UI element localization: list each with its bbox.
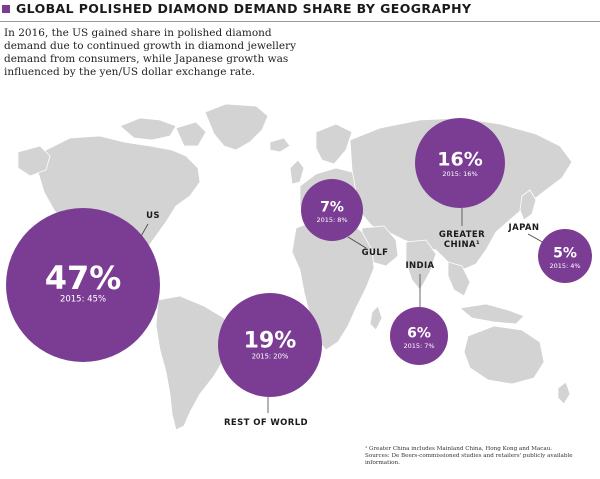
bubble-us bbox=[6, 208, 160, 362]
bubble-japan bbox=[538, 229, 592, 283]
land-southeast-asia bbox=[447, 261, 471, 297]
chart-title: GLOBAL POLISHED DIAMOND DEMAND SHARE BY … bbox=[16, 1, 472, 16]
footnote-line-2: Sources: De Beers-commissioned studies a… bbox=[365, 453, 573, 466]
title-marker bbox=[2, 5, 10, 13]
share-2016-india: 6% bbox=[407, 326, 431, 342]
land-japan bbox=[519, 189, 537, 221]
land-alaska bbox=[17, 145, 51, 177]
share-2015-us: 2015: 45% bbox=[60, 294, 106, 304]
land-australia bbox=[463, 325, 545, 385]
region-label-greater-china-2: CHINA¹ bbox=[444, 240, 480, 250]
land-new-zealand bbox=[557, 381, 571, 405]
bubble-india bbox=[390, 307, 448, 365]
share-2015-rest-of-world: 2015: 20% bbox=[252, 352, 289, 360]
land-india bbox=[405, 239, 437, 291]
region-label-india: INDIA bbox=[405, 261, 434, 271]
region-label-japan: JAPAN bbox=[508, 223, 540, 233]
share-2015-greater-china: 2015: 16% bbox=[442, 170, 477, 178]
share-2015-gulf: 2015: 8% bbox=[316, 216, 347, 224]
title-bar: GLOBAL POLISHED DIAMOND DEMAND SHARE BY … bbox=[0, 0, 600, 20]
share-2016-rest-of-world: 19% bbox=[244, 329, 297, 354]
region-label-us: US bbox=[146, 211, 160, 221]
footnote: ¹ Greater China includes Mainland China,… bbox=[365, 446, 595, 467]
land-uk bbox=[289, 159, 305, 185]
bubble-layer: 47%2015: 45% US 19%2015: 20% REST OF WORLD 7… bbox=[6, 118, 592, 428]
share-2016-us: 47% bbox=[45, 259, 122, 297]
bubble-greater-china bbox=[415, 118, 505, 208]
footnote-line-1: ¹ Greater China includes Mainland China,… bbox=[365, 446, 553, 452]
region-label-gulf: GULF bbox=[362, 248, 389, 258]
share-2015-japan: 2015: 4% bbox=[549, 262, 580, 270]
share-2016-greater-china: 16% bbox=[437, 148, 482, 170]
bubble-gulf bbox=[301, 179, 363, 241]
land-scandinavia bbox=[315, 123, 353, 165]
land-arctic-islands-2 bbox=[175, 121, 207, 147]
land-greenland bbox=[204, 103, 269, 151]
title-divider bbox=[0, 21, 600, 22]
share-2016-japan: 5% bbox=[553, 246, 577, 262]
land-indonesia bbox=[459, 303, 525, 325]
bubble-rest-of-world bbox=[218, 293, 322, 397]
land-iceland bbox=[269, 137, 291, 153]
leader-line-gulf bbox=[347, 236, 367, 249]
region-label-rest-of-world: REST OF WORLD bbox=[224, 418, 308, 428]
region-label-greater-china-1: GREATER bbox=[439, 230, 485, 240]
share-2015-india: 2015: 7% bbox=[403, 342, 434, 350]
chart-subtitle: In 2016, the US gained share in polished… bbox=[4, 27, 297, 78]
land-madagascar bbox=[369, 305, 383, 331]
land-south-america bbox=[155, 295, 233, 431]
land-arctic-islands bbox=[119, 117, 177, 141]
share-2016-gulf: 7% bbox=[320, 200, 344, 216]
